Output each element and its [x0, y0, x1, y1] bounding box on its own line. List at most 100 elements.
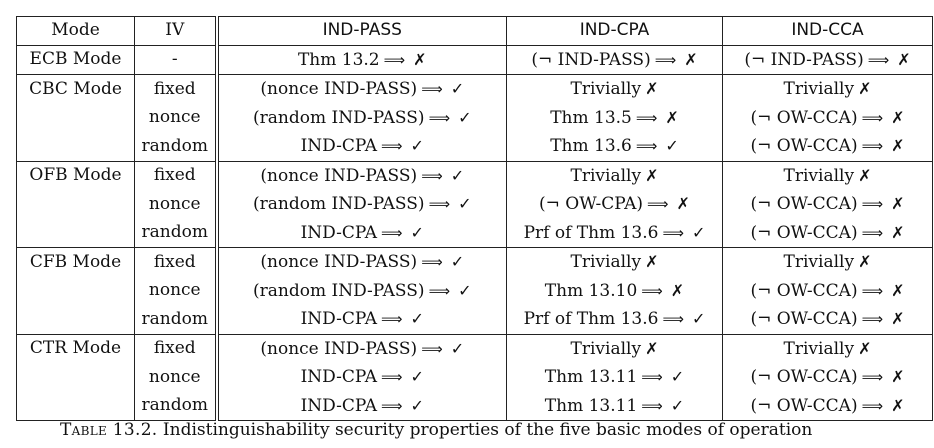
check-icon: ✓ [410, 309, 424, 328]
implies-arrow: ⟹ [662, 223, 684, 242]
mode-cell: CTR Mode [16, 333, 135, 363]
cross-icon: ✗ [891, 280, 905, 300]
iv-cell: random [134, 305, 219, 334]
implies-arrow: ⟹ [861, 137, 884, 155]
table-row: random IND-CPA ⟹ ✓ Thm 13.6 ⟹ ✓ (¬ OW-CCA) ⟹ ✗ [16, 132, 933, 161]
ind-pass-cell: (random IND-PASS) ⟹ ✓ [216, 103, 507, 132]
result-text: (random IND-PASS) [253, 107, 425, 128]
implies-arrow: ⟹ [381, 396, 403, 415]
check-icon: ✓ [691, 309, 706, 328]
cross-icon: ✗ [858, 165, 872, 185]
result-text: Trivially [783, 252, 855, 272]
cross-icon: ✗ [891, 194, 905, 213]
cross-icon: ✗ [891, 367, 905, 386]
result-text: IND-CPA [300, 395, 378, 416]
ind-cpa-cell: Trivially ✗ [506, 247, 723, 277]
check-icon: ✓ [410, 367, 424, 386]
cross-icon: ✗ [413, 49, 427, 69]
iv-cell: random [134, 218, 219, 248]
cross-icon: ✗ [670, 280, 685, 300]
ind-cca-cell: (¬ IND-PASS) ⟹ ✗ [722, 44, 933, 75]
implies-arrow: ⟹ [381, 368, 403, 386]
ind-pass-cell: (nonce IND-PASS) ⟹ ✓ [216, 333, 507, 363]
result-text: Trivially [570, 338, 642, 359]
iv-cell: nonce [134, 103, 219, 132]
cross-icon: ✗ [858, 338, 872, 358]
implies-arrow: ⟹ [861, 223, 884, 242]
mode-cell [16, 190, 135, 219]
table-row: random IND-CPA ⟹ ✓ Prf of Thm 13.6 ⟹ ✓ (¬ OW-CC… [16, 218, 933, 248]
ind-cca-cell: (¬ OW-CCA) ⟹ ✗ [722, 276, 933, 305]
result-text: Trivially [783, 79, 855, 99]
iv-cell: fixed [134, 74, 219, 104]
check-icon: ✓ [410, 222, 424, 242]
cross-icon: ✗ [645, 338, 659, 358]
check-icon: ✓ [450, 165, 465, 185]
result-text: IND-CPA [300, 222, 378, 243]
header-row: Mode IV IND-PASS IND-CPA IND-CCA [16, 16, 933, 46]
ind-cca-cell: (¬ OW-CCA) ⟹ ✗ [722, 305, 933, 334]
ind-cpa-cell: Thm 13.10 ⟹ ✗ [506, 276, 723, 305]
iv-cell: fixed [134, 247, 219, 277]
implies-arrow: ⟹ [428, 108, 451, 127]
mode-cell [16, 218, 135, 248]
mode-cell: CFB Mode [16, 247, 135, 277]
result-text: Thm 13.11 [544, 395, 638, 416]
table-body: ECB Mode - Thm 13.2 ⟹ ✗ (¬ IND-PASS) ⟹ ✗ (¬ IND-… [16, 44, 933, 421]
cross-icon: ✗ [891, 222, 905, 242]
implies-arrow: ⟹ [635, 137, 658, 155]
ind-cca-cell: Trivially ✗ [722, 160, 933, 190]
table-row: nonce (random IND-PASS) ⟹ ✓ Thm 13.10 ⟹ ✗ (¬ OW… [16, 276, 933, 305]
iv-cell: nonce [134, 363, 219, 392]
result-text: Prf of Thm 13.6 [523, 309, 659, 329]
implies-arrow: ⟹ [421, 166, 443, 185]
ind-pass-cell: Thm 13.2 ⟹ ✗ [216, 44, 507, 75]
result-text: (¬ OW-CCA) [750, 222, 858, 243]
table-row: CFB Mode fixed (nonce IND-PASS) ⟹ ✓ Trivially… [16, 247, 933, 277]
implies-arrow: ⟹ [381, 310, 403, 328]
cross-icon: ✗ [897, 49, 911, 69]
mode-cell: CBC Mode [16, 74, 135, 104]
check-icon: ✓ [670, 367, 685, 386]
ind-pass-cell: IND-CPA ⟹ ✓ [216, 391, 507, 421]
cross-icon: ✗ [645, 165, 659, 185]
ind-pass-cell: IND-CPA ⟹ ✓ [216, 132, 507, 161]
iv-cell: fixed [134, 333, 219, 363]
implies-arrow: ⟹ [381, 137, 403, 155]
implies-arrow: ⟹ [635, 108, 658, 127]
implies-arrow: ⟹ [861, 281, 884, 300]
cross-icon: ✗ [891, 107, 905, 127]
table-row: random IND-CPA ⟹ ✓ Thm 13.11 ⟹ ✓ (¬ OW-CCA) ⟹ ✗ [16, 391, 933, 421]
caption-text: Indistinguishability security properties… [162, 420, 813, 440]
result-text: Trivially [783, 338, 855, 359]
check-icon: ✓ [665, 136, 679, 155]
cross-icon: ✗ [676, 194, 690, 213]
ind-cpa-cell: (¬ OW-CPA) ⟹ ✗ [506, 190, 723, 219]
result-text: Trivially [570, 79, 642, 99]
cross-icon: ✗ [684, 49, 698, 69]
ind-cpa-cell: (¬ IND-PASS) ⟹ ✗ [506, 44, 723, 75]
ind-cpa-cell: Thm 13.11 ⟹ ✓ [506, 363, 723, 392]
ind-cpa-cell: Thm 13.11 ⟹ ✓ [506, 391, 723, 421]
result-text: (¬ OW-CCA) [750, 107, 858, 128]
implies-arrow: ⟹ [861, 310, 884, 328]
ind-cca-cell: (¬ OW-CCA) ⟹ ✗ [722, 132, 933, 161]
iv-cell: random [134, 132, 219, 161]
result-text: Thm 13.2 [297, 49, 380, 70]
cross-icon: ✗ [858, 79, 872, 98]
cross-icon: ✗ [665, 107, 679, 127]
ind-pass-cell: (nonce IND-PASS) ⟹ ✓ [216, 247, 507, 277]
result-text: Thm 13.6 [550, 136, 632, 156]
ind-cpa-cell: Prf of Thm 13.6 ⟹ ✓ [506, 305, 723, 334]
result-text: IND-CPA [300, 309, 378, 329]
mode-cell [16, 103, 135, 132]
mode-cell [16, 363, 135, 392]
cross-icon: ✗ [645, 252, 659, 271]
check-icon: ✓ [458, 280, 472, 300]
implies-arrow: ⟹ [641, 396, 663, 415]
table-row: nonce IND-CPA ⟹ ✓ Thm 13.11 ⟹ ✓ (¬ OW-CCA) ⟹ ✗ [16, 363, 933, 392]
cross-icon: ✗ [891, 309, 905, 328]
result-text: (random IND-PASS) [253, 280, 425, 301]
check-icon: ✓ [458, 107, 472, 127]
result-text: (nonce IND-PASS) [260, 338, 418, 359]
